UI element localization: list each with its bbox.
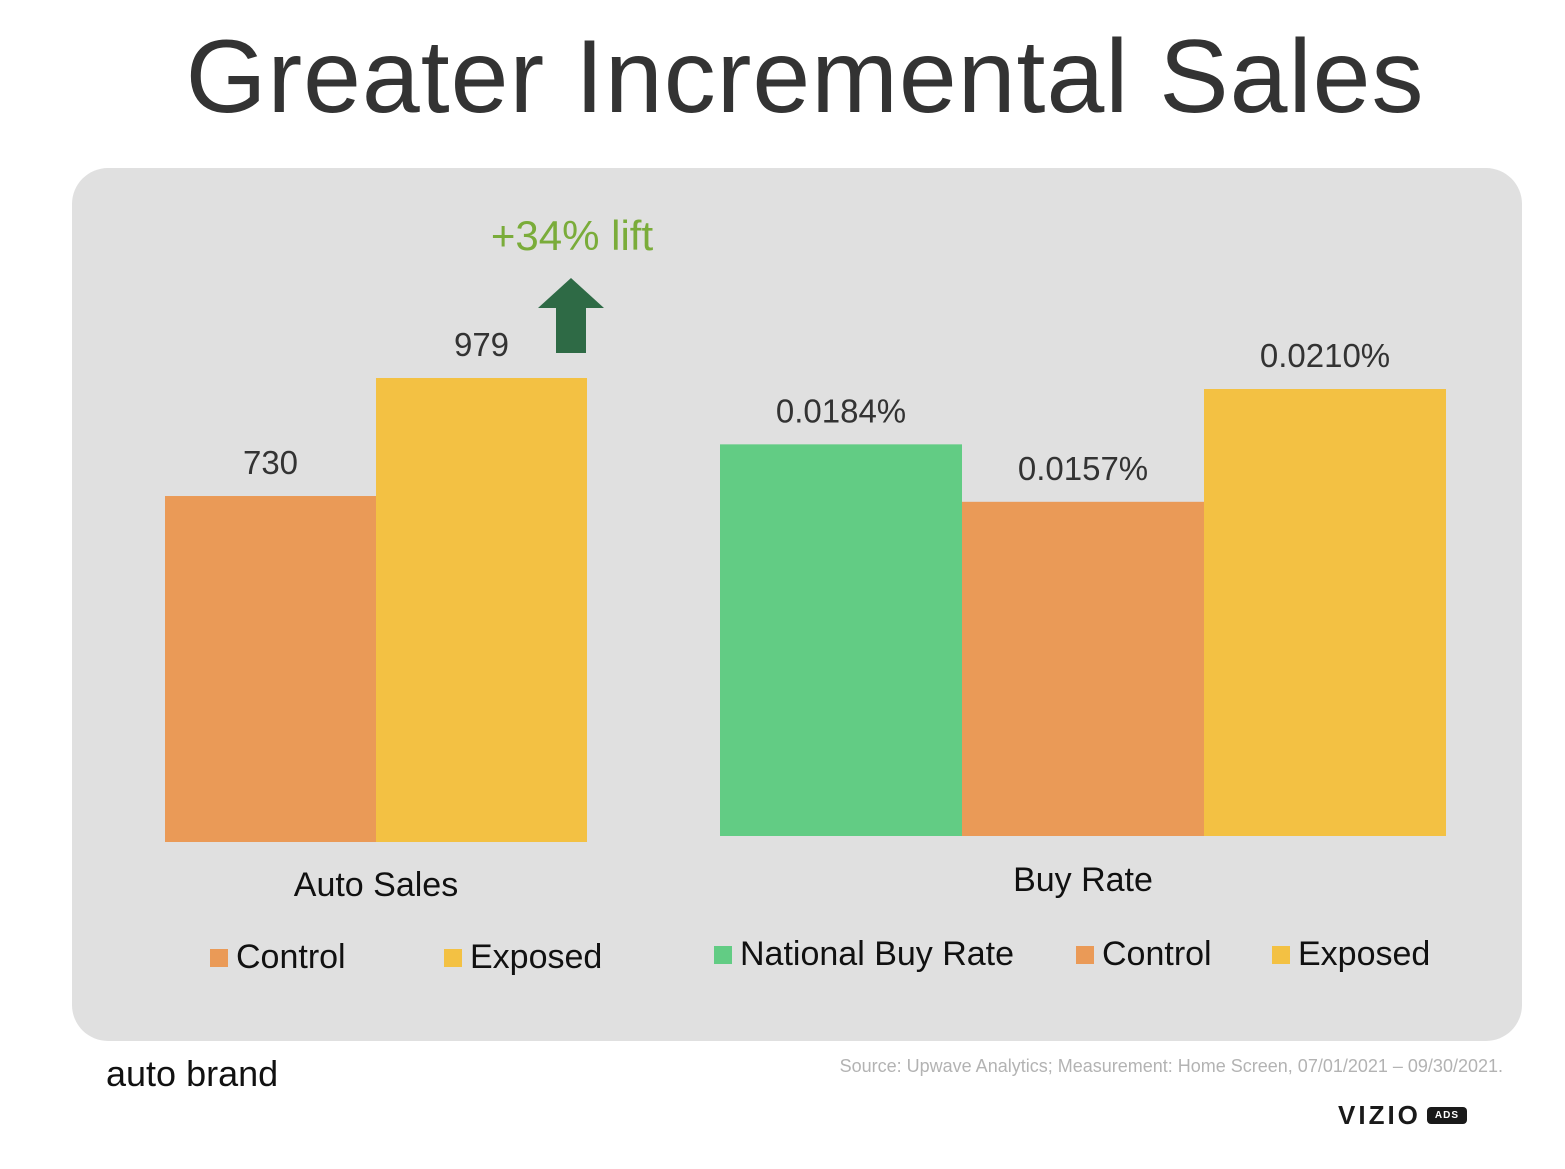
bar-buy-rate-exposed [1204, 389, 1446, 836]
data-label-buy-rate-exposed: 0.0210% [1260, 337, 1390, 374]
legend-swatch-control [1076, 945, 1094, 964]
up-arrow-icon [538, 278, 604, 353]
vizio-ads-logo: VIZIO ADS [1338, 1100, 1468, 1131]
page-title: Greater Incremental Sales [185, 19, 1425, 135]
data-label-auto-sales-control: 730 [243, 444, 298, 481]
legend-item-exposed-left: Exposed [444, 938, 602, 977]
legend-label-exposed: Exposed [470, 938, 603, 976]
lift-annotation: +34% lift [491, 212, 654, 259]
source-note: Source: Upwave Analytics; Measurement: H… [839, 1056, 1503, 1076]
legend-item-national: National Buy Rate [714, 935, 1014, 974]
legend-label-control: Control [236, 938, 346, 976]
legend-label-national: National Buy Rate [740, 935, 1015, 973]
logo-wordmark: VIZIO [1338, 1100, 1421, 1130]
legend-item-control-right: Control [1076, 935, 1212, 974]
data-label-buy-rate-control: 0.0157% [1018, 450, 1148, 487]
bar-buy-rate-national-buy-rate [720, 444, 962, 836]
brand-label: auto brand [106, 1053, 279, 1094]
legend-swatch-exposed [444, 948, 462, 967]
legend-label-exposed: Exposed [1298, 935, 1431, 973]
legend-item-exposed-right: Exposed [1272, 935, 1430, 974]
data-label-auto-sales-exposed: 979 [454, 326, 509, 363]
category-label-auto-sales: Auto Sales [294, 866, 458, 904]
legend-swatch-national [714, 945, 732, 964]
chart-canvas: 730 979 Auto Sales +34% lift 0.0184% 0.0157% 0… [165, 212, 1446, 904]
chart-panel: 730 979 Auto Sales +34% lift 0.0184% 0.0157% 0… [72, 168, 1522, 1041]
bar-auto-sales-exposed [376, 378, 587, 842]
legend-swatch-exposed [1272, 945, 1290, 964]
bar-auto-sales-control [165, 496, 376, 842]
legend-item-control-left: Control [210, 938, 346, 977]
data-label-buy-rate-national-buy-rate: 0.0184% [776, 392, 906, 429]
legend-label-control: Control [1102, 935, 1212, 973]
bar-buy-rate-control [962, 501, 1204, 836]
logo-badge: ADS [1426, 1107, 1468, 1124]
category-label-buy-rate: Buy Rate [1013, 861, 1153, 899]
legend-swatch-control [210, 948, 228, 967]
